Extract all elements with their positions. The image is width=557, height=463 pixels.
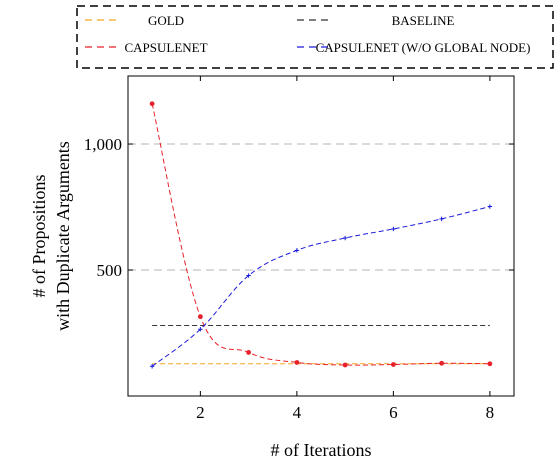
point-capsulenet-w-o-global-node-4	[342, 235, 348, 241]
legend-label-gold: GOLD	[148, 13, 184, 28]
x-axis-title: # of Iterations	[271, 440, 372, 460]
point-capsulenet-w-o-global-node-1	[198, 327, 203, 332]
x-tick-label-1: 4	[293, 403, 302, 422]
y-axis-title-line-1: # of Propositions	[29, 174, 49, 297]
point-capsulenet-2	[246, 350, 252, 355]
x-tick-label-3: 8	[486, 403, 495, 422]
legend-label-capsulenet: CAPSULENET	[124, 40, 207, 55]
y-axis-ticks: 500 1,000	[84, 135, 514, 280]
point-capsulenet-w-o-global-node-3	[294, 248, 300, 253]
y-tick-label-0: 500	[97, 261, 123, 280]
point-capsulenet-3	[294, 360, 300, 365]
series-layer	[149, 101, 493, 369]
legend-box	[76, 5, 554, 69]
point-capsulenet-1	[197, 314, 203, 320]
point-capsulenet-6	[439, 360, 445, 366]
series-line-capsulenet-w-o-global-node	[151, 206, 490, 367]
point-capsulenet-w-o-global-node-5	[391, 226, 396, 232]
grid	[128, 143, 514, 271]
series-line-capsulenet	[151, 103, 490, 366]
x-tick-label-2: 6	[389, 403, 398, 422]
point-capsulenet-w-o-global-node-6	[439, 216, 444, 222]
legend-label-capsulenet-w-o-global-node: CAPSULENET (W/O GLOBAL NODE)	[316, 40, 531, 55]
legend: GOLD BASELINE CAPSULENET CAPSULENET (W/O GL…	[85, 13, 530, 55]
point-capsulenet-w-o-global-node-7	[487, 204, 493, 209]
plot-frame	[127, 75, 515, 397]
legend-label-baseline: BASELINE	[392, 13, 455, 28]
point-capsulenet-4	[342, 362, 348, 368]
point-capsulenet-0	[149, 101, 155, 107]
point-capsulenet-5	[390, 362, 396, 367]
point-capsulenet-7	[487, 361, 493, 367]
y-axis-title-line-2: with Duplicate Arguments	[53, 141, 73, 331]
x-tick-label-0: 2	[196, 403, 205, 422]
y-tick-label-1: 1,000	[84, 135, 122, 154]
point-capsulenet-w-o-global-node-0	[149, 364, 155, 369]
point-capsulenet-w-o-global-node-2	[246, 273, 251, 278]
x-axis-ticks: 2 4 6 8	[196, 76, 494, 422]
